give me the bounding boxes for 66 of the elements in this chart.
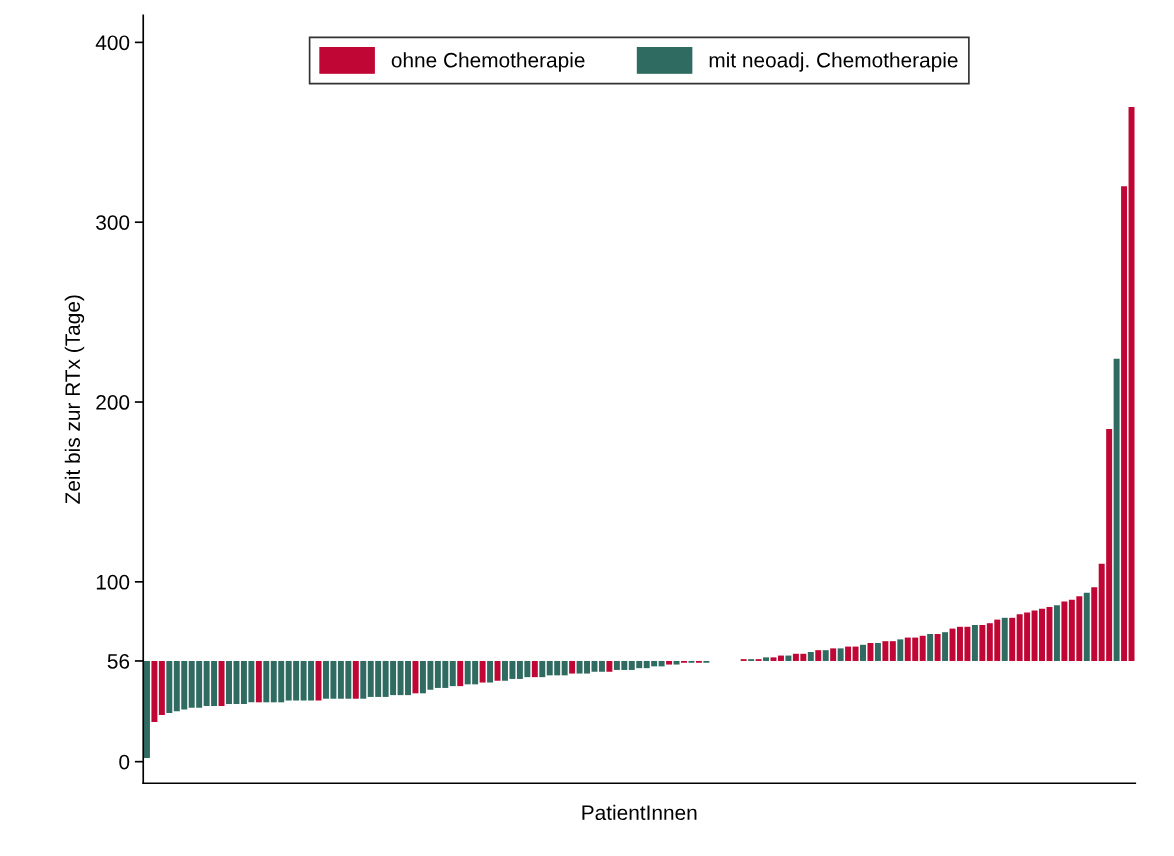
bar — [166, 660, 173, 714]
bar — [897, 639, 904, 661]
bar — [569, 660, 576, 674]
bar — [860, 644, 866, 661]
bar — [158, 660, 165, 715]
bar — [1121, 186, 1128, 661]
bar — [449, 660, 456, 687]
bar — [352, 660, 359, 699]
x-axis-title: PatientInnen — [582, 804, 697, 821]
bar — [1001, 617, 1008, 661]
bar — [487, 660, 494, 683]
bar — [561, 660, 568, 676]
bar — [919, 635, 926, 661]
bar — [815, 650, 822, 661]
bar — [777, 655, 784, 661]
bar — [673, 660, 680, 665]
bar — [457, 660, 464, 687]
bar — [606, 660, 613, 672]
bar — [979, 625, 986, 661]
bar — [770, 657, 777, 661]
bar — [658, 660, 665, 667]
y-axis-title: Zeit bis zur RTx (Tage) — [64, 295, 85, 504]
bar — [666, 660, 673, 665]
bar — [971, 625, 978, 661]
bar — [882, 641, 889, 661]
legend-label: mit neoadj. Chemotherapie — [709, 52, 958, 72]
bar — [1083, 592, 1090, 661]
bar — [763, 657, 770, 661]
bar — [598, 660, 605, 672]
bar — [867, 642, 874, 661]
bar — [837, 648, 844, 661]
bar — [1091, 587, 1098, 661]
bar — [218, 660, 225, 706]
bar — [807, 651, 814, 661]
bar — [830, 648, 837, 661]
bar — [1113, 358, 1120, 661]
bar — [479, 660, 486, 683]
bar — [263, 660, 270, 703]
bar — [822, 650, 829, 661]
bar — [785, 655, 792, 661]
bar — [539, 660, 546, 678]
y-tick-label: 0 — [119, 754, 130, 770]
bar — [1061, 601, 1068, 661]
y-tick-label: 100 — [96, 574, 130, 590]
bar — [412, 660, 419, 694]
bar — [934, 633, 941, 661]
bar — [1009, 617, 1016, 661]
bar — [143, 660, 150, 759]
bar — [852, 646, 859, 661]
bar — [942, 632, 949, 661]
bar — [531, 660, 538, 678]
y-tick-label: 400 — [95, 35, 130, 51]
y-tick-label: 56 — [107, 653, 130, 669]
bar — [151, 660, 158, 723]
bar — [494, 660, 501, 681]
bar — [255, 660, 262, 703]
bar — [1128, 107, 1135, 661]
bar — [889, 641, 896, 661]
y-tick-label: 300 — [96, 215, 130, 230]
y-tick-label: 200 — [96, 395, 130, 410]
legend-label: ohne Chemotherapie — [391, 52, 585, 72]
bar — [1053, 605, 1060, 661]
bar — [845, 646, 852, 661]
bar — [360, 660, 367, 699]
bar — [874, 642, 881, 661]
bar — [927, 633, 934, 661]
